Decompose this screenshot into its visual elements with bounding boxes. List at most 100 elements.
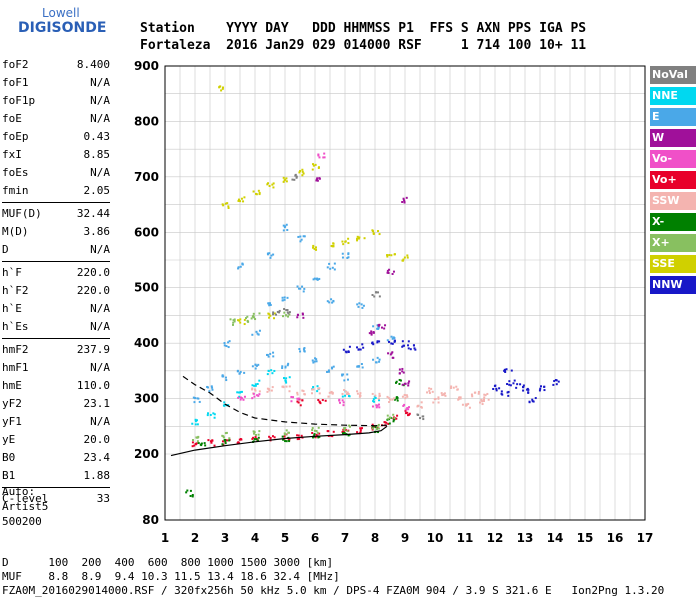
echo-point <box>326 300 329 303</box>
echo-point <box>302 290 305 293</box>
echo-point <box>403 403 406 406</box>
echo-point <box>341 373 344 376</box>
echo-point <box>239 398 242 401</box>
footer-file-info: FZA0M_2016029014000.RSF / 320fx256h 50 k… <box>2 584 665 597</box>
echo-point <box>398 382 401 385</box>
echo-point <box>193 444 196 447</box>
echo-point <box>312 164 315 167</box>
echo-point <box>317 387 320 390</box>
echo-point <box>252 392 255 395</box>
echo-point <box>378 340 381 343</box>
echo-point <box>254 433 257 436</box>
echo-point <box>254 367 257 370</box>
echo-point <box>331 245 334 248</box>
echo-point <box>372 343 375 346</box>
echo-point <box>225 345 228 348</box>
echo-point <box>386 271 389 274</box>
echo-point <box>286 296 289 299</box>
echo-point <box>252 430 255 433</box>
echo-point <box>392 413 395 416</box>
echo-point <box>378 360 381 363</box>
echo-point <box>395 381 398 384</box>
echo-point <box>224 432 227 435</box>
param-row: M(D) 3.86 <box>2 223 110 241</box>
echo-point <box>377 431 380 434</box>
echo-point <box>473 391 476 394</box>
echo-point <box>345 351 348 354</box>
echo-point <box>492 387 495 390</box>
param-row: fxI 8.85 <box>2 146 110 164</box>
echo-point <box>371 426 374 429</box>
echo-point <box>390 342 393 345</box>
echo-point <box>298 437 301 440</box>
x-tick-label: 17 <box>637 531 654 545</box>
echo-point <box>326 430 329 433</box>
echo-point <box>540 385 543 388</box>
echo-point <box>267 369 270 372</box>
echo-point <box>377 291 380 294</box>
echo-point <box>211 439 214 442</box>
echo-point <box>406 256 409 259</box>
param-row: h`Es N/A <box>2 318 110 336</box>
echo-point <box>227 346 230 349</box>
x-tick-label: 15 <box>577 531 594 545</box>
echo-point <box>288 311 291 314</box>
echo-point <box>543 389 546 392</box>
echo-point <box>295 175 298 178</box>
echo-point <box>232 319 235 322</box>
echo-point <box>327 395 330 398</box>
echo-point <box>388 340 391 343</box>
x-tick-label: 5 <box>281 531 289 545</box>
echo-point <box>311 246 314 249</box>
param-value: 0.43 <box>83 130 111 143</box>
echo-point <box>316 431 319 434</box>
echo-point <box>347 393 350 396</box>
echo-point <box>386 254 389 257</box>
echo-point <box>343 389 346 392</box>
echo-point <box>288 385 291 388</box>
echo-point <box>281 435 284 438</box>
legend-item: NNE <box>650 87 696 105</box>
echo-point <box>207 439 210 442</box>
echo-point <box>386 269 389 272</box>
echo-point <box>303 235 306 238</box>
echo-point <box>296 393 299 396</box>
echo-point <box>258 329 261 332</box>
echo-point <box>422 418 425 421</box>
echo-point <box>272 186 275 189</box>
echo-point <box>387 422 390 425</box>
echo-point <box>371 392 374 395</box>
echo-point <box>396 399 399 402</box>
echo-point <box>378 399 381 402</box>
param-row: hmF2 237.9 <box>2 341 110 359</box>
echo-point <box>401 345 404 348</box>
param-value: 2.05 <box>83 184 111 197</box>
echo-point <box>371 427 374 430</box>
echo-point <box>194 423 197 426</box>
echo-point <box>390 254 393 257</box>
echo-point <box>328 301 331 304</box>
echo-point <box>346 256 349 259</box>
echo-point <box>327 370 330 373</box>
echo-point <box>404 409 407 412</box>
echo-point <box>347 256 350 259</box>
echo-point <box>241 262 244 265</box>
echo-point <box>328 391 331 394</box>
footer-distance-row: D 100 200 400 600 800 1000 1500 3000 [km… <box>2 556 334 569</box>
param-name: fxI <box>2 148 22 161</box>
echo-point <box>268 185 271 188</box>
echo-point <box>338 401 341 404</box>
echo-point <box>359 429 362 432</box>
echo-point <box>281 365 284 368</box>
echo-point <box>222 404 225 407</box>
echo-point <box>195 436 198 439</box>
param-row: h`E N/A <box>2 300 110 318</box>
echo-point <box>273 436 276 439</box>
echo-point <box>378 295 381 298</box>
echo-point <box>331 391 334 394</box>
echo-point <box>370 332 373 335</box>
echo-point <box>347 350 350 353</box>
echo-point <box>341 240 344 243</box>
echo-point <box>295 176 298 179</box>
echo-point <box>373 295 376 298</box>
